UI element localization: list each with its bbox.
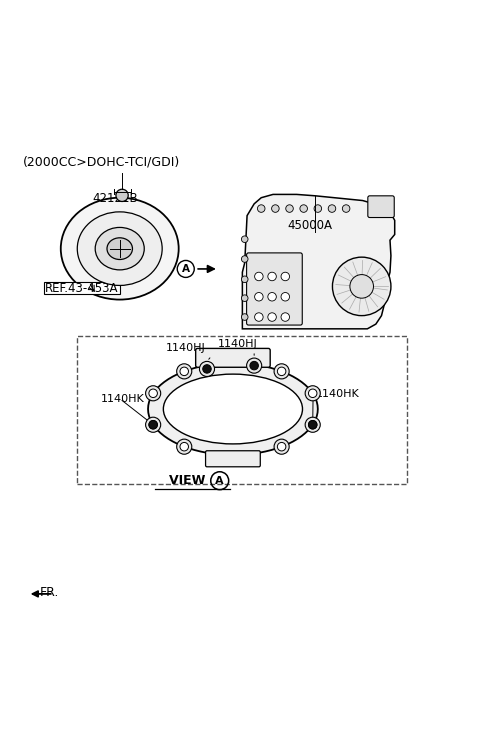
Circle shape	[277, 442, 286, 451]
Circle shape	[342, 205, 350, 212]
Circle shape	[241, 295, 248, 302]
Ellipse shape	[77, 212, 162, 286]
Circle shape	[180, 367, 189, 375]
Circle shape	[254, 272, 263, 280]
Circle shape	[254, 313, 263, 321]
Circle shape	[305, 417, 320, 432]
Circle shape	[277, 367, 286, 375]
Text: 45000A: 45000A	[287, 219, 332, 232]
Polygon shape	[242, 195, 395, 329]
Circle shape	[250, 362, 258, 370]
Text: 42121B: 42121B	[92, 193, 138, 205]
Circle shape	[149, 420, 157, 429]
Circle shape	[177, 439, 192, 454]
Circle shape	[247, 358, 262, 373]
Circle shape	[328, 205, 336, 212]
Circle shape	[241, 256, 248, 262]
Text: 1140HK: 1140HK	[315, 389, 359, 399]
Ellipse shape	[107, 238, 132, 259]
Ellipse shape	[95, 227, 144, 270]
Circle shape	[149, 420, 157, 429]
FancyBboxPatch shape	[196, 348, 270, 367]
Text: 1140HJ: 1140HJ	[166, 344, 205, 353]
Text: VIEW: VIEW	[168, 475, 209, 487]
Circle shape	[309, 420, 317, 429]
Circle shape	[241, 276, 248, 283]
Circle shape	[241, 236, 248, 242]
Text: 1140HJ: 1140HJ	[218, 338, 257, 349]
Text: REF.43-453A: REF.43-453A	[45, 282, 119, 295]
FancyBboxPatch shape	[368, 196, 394, 217]
Circle shape	[350, 274, 373, 299]
Circle shape	[286, 205, 293, 212]
FancyBboxPatch shape	[205, 450, 260, 467]
FancyBboxPatch shape	[247, 253, 302, 325]
Circle shape	[177, 364, 192, 379]
Circle shape	[333, 257, 391, 316]
Circle shape	[314, 205, 322, 212]
Polygon shape	[148, 363, 318, 455]
Circle shape	[309, 389, 317, 398]
Circle shape	[274, 364, 289, 379]
Text: A: A	[182, 264, 190, 274]
Circle shape	[309, 420, 317, 429]
Circle shape	[177, 260, 194, 277]
Ellipse shape	[163, 374, 302, 444]
Circle shape	[241, 314, 248, 320]
Circle shape	[199, 362, 215, 377]
Circle shape	[145, 417, 161, 432]
Circle shape	[268, 313, 276, 321]
Circle shape	[268, 272, 276, 280]
Text: (2000CC>DOHC-TCI/GDI): (2000CC>DOHC-TCI/GDI)	[23, 155, 180, 168]
Ellipse shape	[61, 198, 179, 299]
Circle shape	[257, 205, 265, 212]
Circle shape	[274, 439, 289, 454]
Circle shape	[305, 386, 320, 401]
Circle shape	[272, 205, 279, 212]
Text: 1140HK: 1140HK	[101, 393, 144, 404]
Circle shape	[203, 365, 211, 373]
Circle shape	[145, 386, 161, 401]
Circle shape	[281, 293, 289, 301]
FancyBboxPatch shape	[44, 282, 120, 294]
Text: A: A	[216, 476, 224, 486]
Circle shape	[254, 293, 263, 301]
Circle shape	[300, 205, 308, 212]
Circle shape	[180, 442, 189, 451]
Circle shape	[281, 272, 289, 280]
Circle shape	[268, 293, 276, 301]
Circle shape	[149, 389, 157, 398]
Circle shape	[281, 313, 289, 321]
Circle shape	[116, 190, 128, 202]
Text: FR.: FR.	[39, 586, 59, 599]
